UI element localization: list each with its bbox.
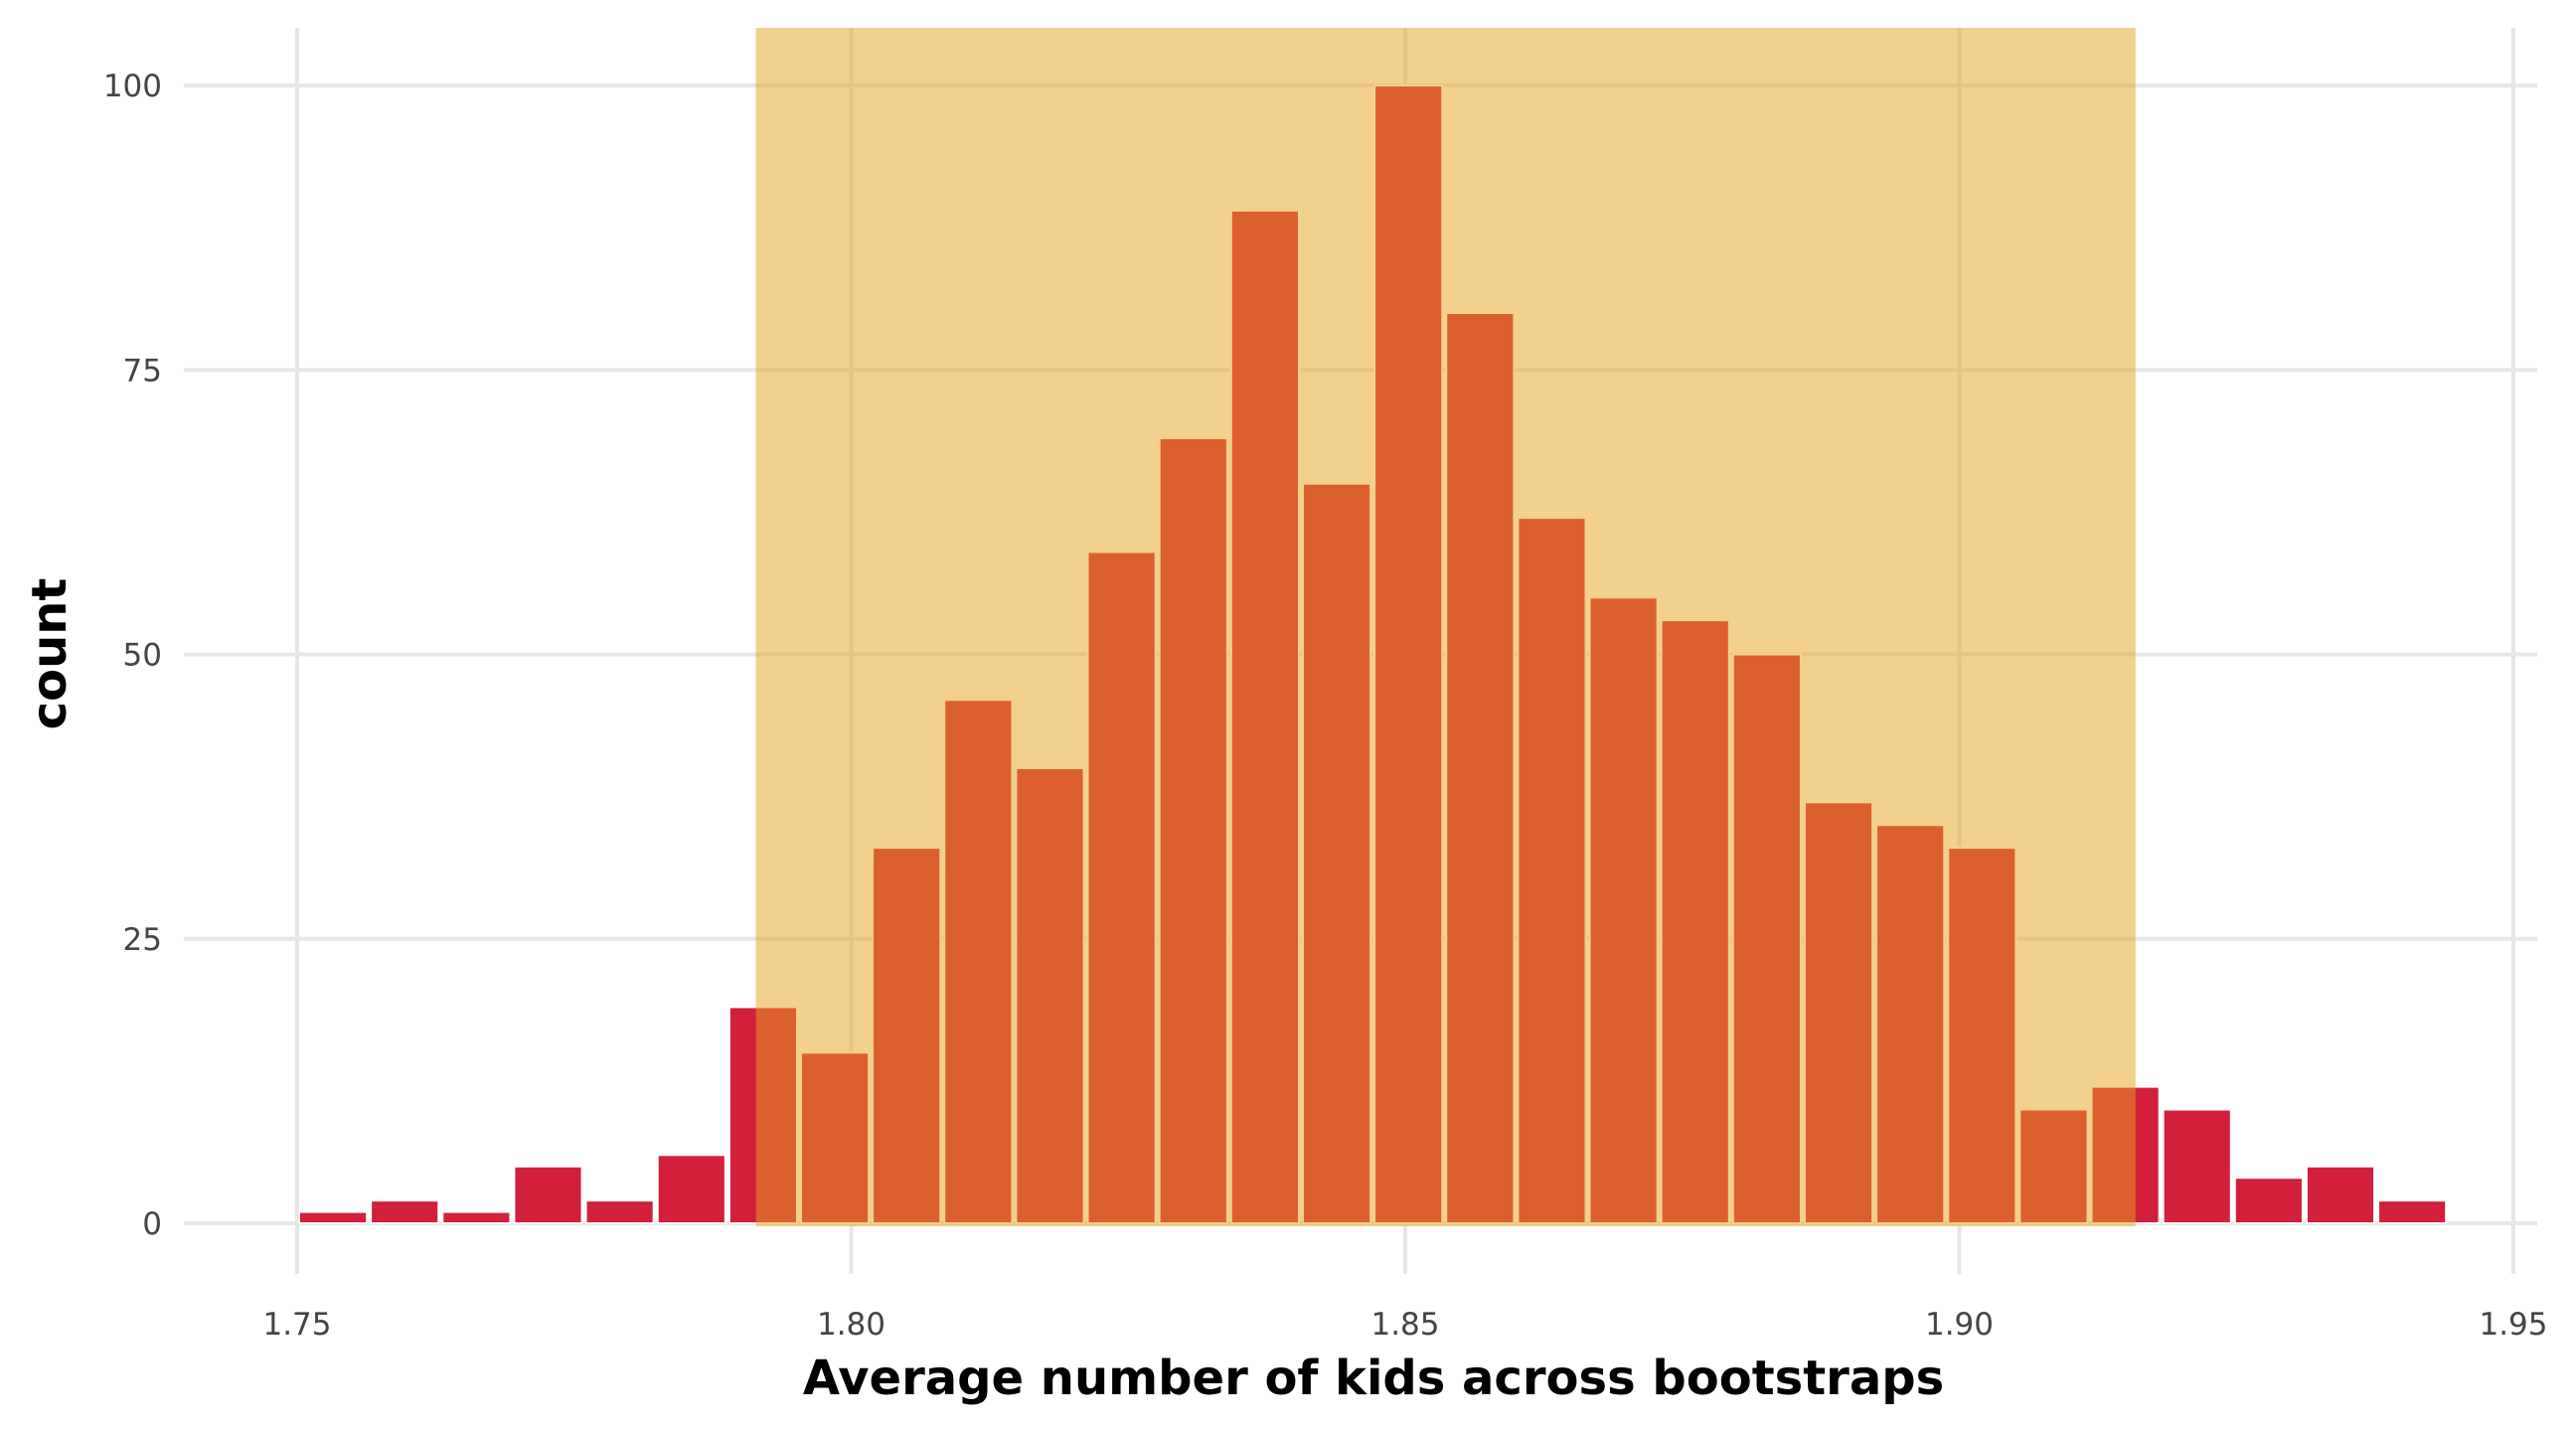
histogram-bar [298, 1210, 369, 1225]
x-tick-label: 1.90 [1925, 1307, 1994, 1343]
x-axis-title: Average number of kids across bootstraps [803, 1351, 1944, 1406]
histogram-bar [2305, 1165, 2376, 1224]
y-tick-label: 75 [123, 353, 162, 389]
y-tick-label: 25 [123, 922, 162, 958]
x-tick-label: 1.85 [1370, 1307, 1439, 1343]
histogram-bar [2233, 1177, 2304, 1224]
histogram-bar [2377, 1199, 2448, 1224]
x-tick-label: 1.80 [817, 1307, 886, 1343]
confidence-interval-highlight [755, 28, 2136, 1226]
y-tick-label: 0 [142, 1206, 162, 1242]
histogram-bar [656, 1154, 726, 1225]
y-tick-label: 50 [123, 638, 162, 674]
y-axis-ticks: 0 25 50 75 100 [103, 69, 162, 1242]
x-tick-label: 1.75 [262, 1307, 331, 1343]
y-tick-label: 100 [103, 69, 162, 104]
histogram-bar [441, 1210, 512, 1225]
histogram-bar [370, 1199, 440, 1224]
y-axis-title: count [22, 578, 78, 730]
histogram-bar [2162, 1108, 2232, 1224]
histogram-bar [584, 1199, 655, 1224]
histogram-bar [513, 1165, 583, 1224]
x-tick-label: 1.95 [2479, 1307, 2547, 1343]
x-axis-ticks: 1.75 1.80 1.85 1.90 1.95 [262, 1307, 2547, 1343]
